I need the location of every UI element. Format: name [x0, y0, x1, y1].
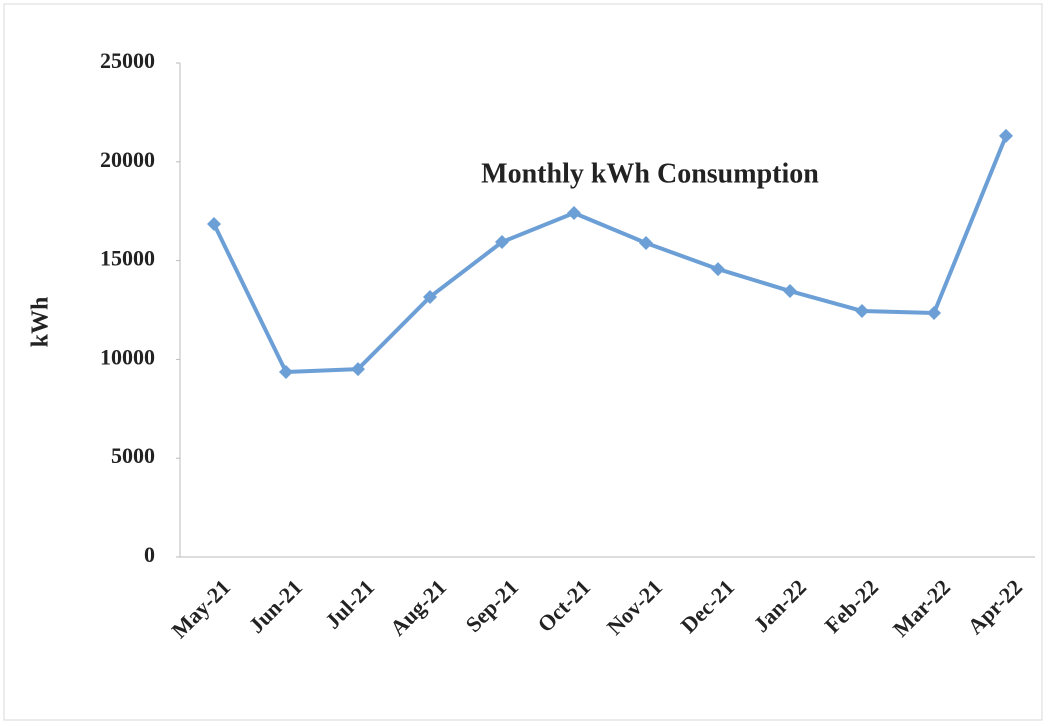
marker	[999, 128, 1013, 143]
y-tick-label: 10000	[100, 344, 155, 369]
y-axis-label: kWh	[28, 297, 54, 348]
y-tick-label: 0	[144, 542, 155, 567]
y-tick-label: 20000	[100, 147, 155, 172]
y-tick-label: 25000	[100, 48, 155, 73]
chart-title: Monthly kWh Consumption	[481, 158, 819, 189]
chart-frame	[3, 3, 1043, 721]
marker	[495, 235, 509, 250]
marker	[927, 305, 941, 320]
y-tick-label: 15000	[100, 246, 155, 271]
marker	[711, 262, 725, 277]
line	[212, 135, 1008, 375]
marker	[567, 205, 581, 220]
marker	[423, 289, 437, 304]
marker	[783, 284, 797, 299]
marker	[351, 362, 365, 377]
y-tick-label: 5000	[111, 443, 155, 468]
marker	[639, 236, 653, 251]
marker	[207, 217, 221, 232]
marker	[279, 365, 293, 380]
marker	[855, 303, 869, 318]
